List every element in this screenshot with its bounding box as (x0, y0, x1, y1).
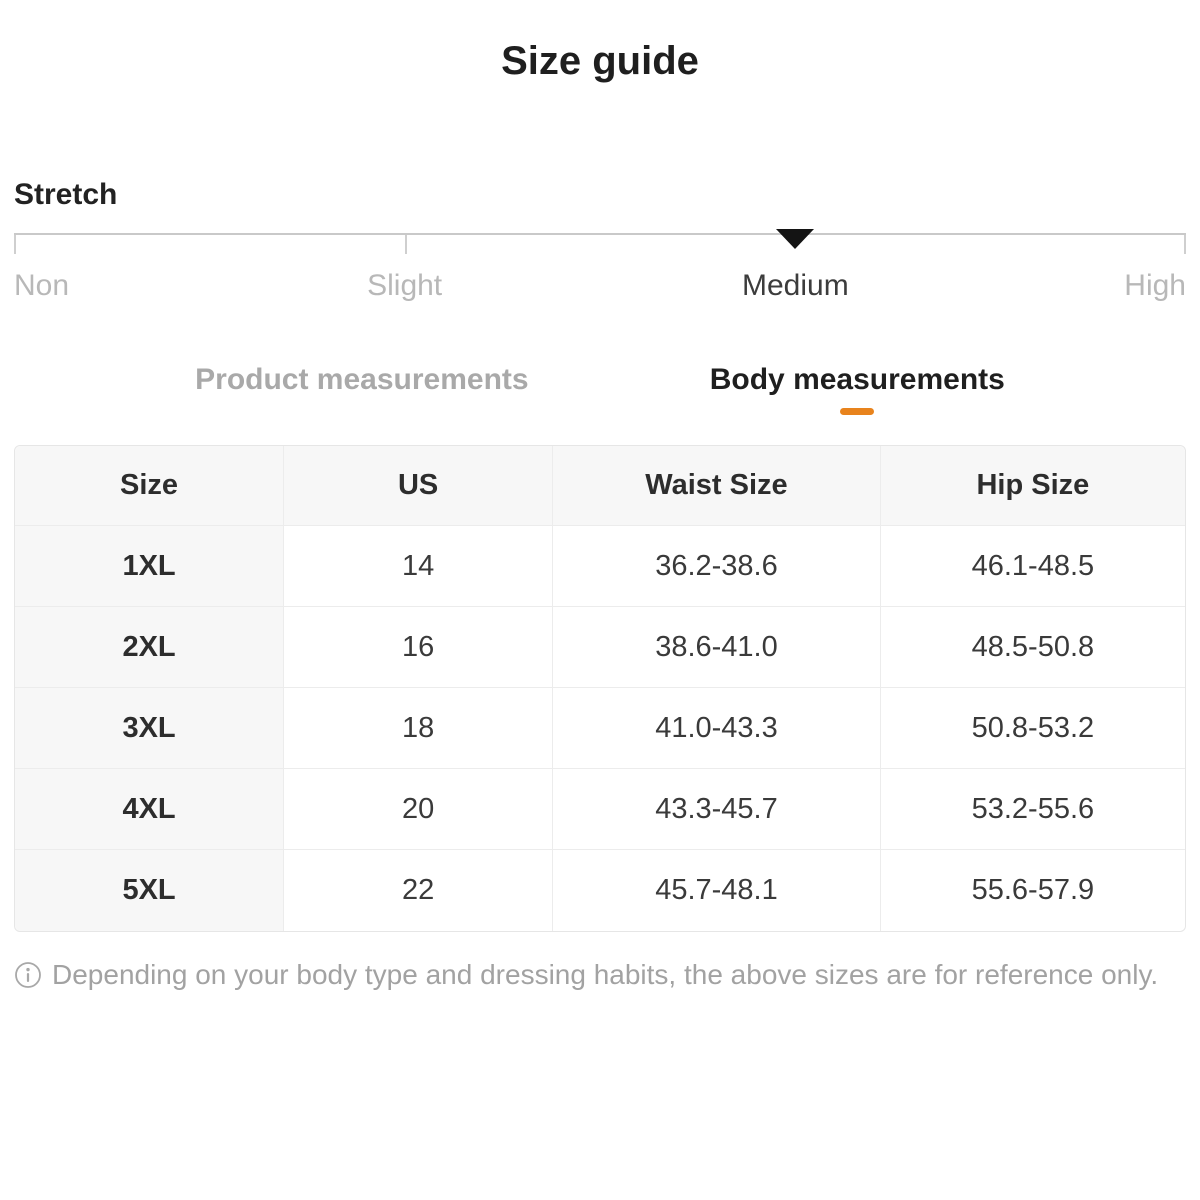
table-cell: 22 (284, 850, 554, 931)
slider-tick (14, 235, 16, 254)
table-cell: 4XL (15, 769, 285, 850)
table-cell: 55.6-57.9 (880, 850, 1185, 931)
table-cell: 14 (284, 526, 554, 607)
table-row: 1XL 14 36.2-38.6 46.1-48.5 (15, 526, 1185, 607)
table-cell: 48.5-50.8 (880, 607, 1185, 688)
page-title: Size guide (501, 39, 699, 83)
table-cell: 50.8-53.2 (880, 688, 1185, 769)
column-header-size: Size (15, 446, 285, 526)
table-cell: 2XL (15, 607, 285, 688)
table-cell: 53.2-55.6 (880, 769, 1185, 850)
stretch-option-non: Non (14, 269, 70, 302)
measurement-tabs: Product measurements Body measurements (14, 363, 1186, 415)
table-cell: 16 (284, 607, 554, 688)
table-cell: 3XL (15, 688, 285, 769)
footnote-text: Depending on your body type and dressing… (52, 959, 1159, 990)
table-cell: 41.0-43.3 (553, 688, 881, 769)
table-cell: 36.2-38.6 (553, 526, 881, 607)
table-row: 3XL 18 41.0-43.3 50.8-53.2 (15, 688, 1185, 769)
column-header-hip: Hip Size (880, 446, 1185, 526)
slider-track (14, 233, 1186, 235)
table-cell: 18 (284, 688, 554, 769)
column-header-waist: Waist Size (553, 446, 881, 526)
tab-body-measurements[interactable]: Body measurements (710, 363, 1005, 415)
table-cell: 38.6-41.0 (553, 607, 881, 688)
table-cell: 20 (284, 769, 554, 850)
stretch-option-slight: Slight (367, 269, 443, 302)
active-tab-underline (840, 408, 875, 415)
column-header-us: US (284, 446, 554, 526)
table-cell: 46.1-48.5 (880, 526, 1185, 607)
tab-label: Body measurements (709, 363, 1005, 396)
table-row: 2XL 16 38.6-41.0 48.5-50.8 (15, 607, 1185, 688)
footnote: Depending on your body type and dressing… (14, 958, 1186, 992)
table-cell: 1XL (15, 526, 285, 607)
table-cell: 5XL (15, 850, 285, 931)
table-cell: 43.3-45.7 (553, 769, 881, 850)
table-row: 4XL 20 43.3-45.7 53.2-55.6 (15, 769, 1185, 850)
table-cell: 45.7-48.1 (553, 850, 881, 931)
tab-label: Product measurements (195, 363, 529, 396)
slider-tick (404, 235, 407, 254)
slider-tick (1184, 235, 1186, 254)
tab-product-measurements[interactable]: Product measurements (195, 363, 528, 415)
table-header-row: Size US Waist Size Hip Size (15, 446, 1185, 526)
stretch-option-medium: Medium (742, 269, 849, 302)
stretch-slider: Non Slight Medium High (14, 229, 1186, 305)
slider-indicator-icon (776, 229, 815, 249)
stretch-label: Stretch (14, 178, 118, 211)
table-row: 5XL 22 45.7-48.1 55.6-57.9 (15, 850, 1185, 931)
stretch-option-high: High (1124, 269, 1186, 302)
info-icon (15, 962, 41, 988)
size-table: Size US Waist Size Hip Size 1XL 14 36.2-… (14, 445, 1186, 932)
